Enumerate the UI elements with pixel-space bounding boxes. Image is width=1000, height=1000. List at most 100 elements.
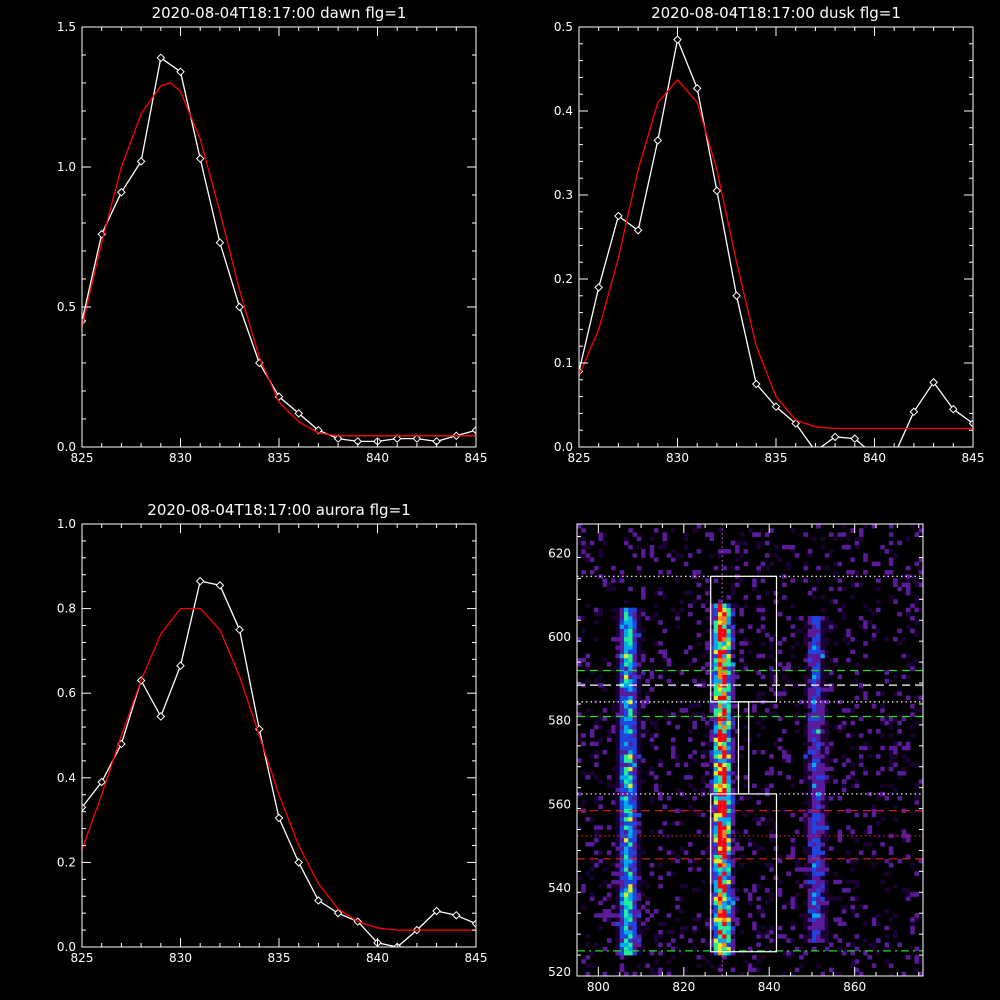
data-point: [673, 35, 682, 44]
data-point: [215, 581, 225, 590]
y-tick-label: 560: [548, 797, 571, 811]
data-point: [432, 906, 441, 916]
data-point: [909, 407, 919, 417]
observed-line: [82, 580, 476, 947]
x-tick-label: 840: [758, 980, 781, 994]
data-point: [156, 53, 166, 63]
data-point: [929, 378, 938, 387]
chart-title: 2020-08-04T18:17:00 dawn flg=1: [152, 4, 407, 22]
data-point: [235, 302, 244, 312]
data-point: [136, 157, 146, 166]
y-tick-label: 1.5: [57, 20, 76, 34]
chart-dusk: 825 830 835 840 845 0.0 0.1 0.2 0.3 0.4 0.5 2020-08…: [554, 4, 985, 465]
x-tick-label: 830: [169, 451, 192, 465]
heatmap-cells: [577, 524, 923, 976]
x-tick-label: 825: [568, 451, 591, 465]
data-point: [451, 910, 461, 920]
y-tick-label: 0.0: [57, 940, 76, 954]
x-tick-label: 840: [366, 451, 389, 465]
data-point: [850, 434, 860, 443]
data-point: [891, 452, 898, 459]
y-tick-label: 0.3: [554, 188, 573, 202]
x-tick-label: 840: [863, 451, 886, 465]
x-tick-label: 830: [169, 951, 192, 965]
y-tick-label: 0.4: [57, 771, 76, 785]
data-point: [692, 84, 702, 93]
y-tick-label: 0.2: [554, 272, 573, 286]
y-tick-label: 0.0: [57, 440, 76, 454]
axis-frame: [81, 26, 477, 448]
x-tick-label: 825: [71, 951, 94, 965]
data-point: [97, 777, 107, 787]
data-point: [948, 404, 958, 414]
x-tick-label: 845: [962, 451, 985, 465]
y-tick-label: 580: [548, 714, 571, 728]
data-point: [594, 283, 604, 292]
y-tick-label: 0.6: [57, 686, 76, 700]
x-tick-label: 835: [765, 451, 788, 465]
data-point: [314, 896, 323, 905]
y-tick-label: 0.5: [57, 300, 76, 314]
chart-aurora: 825 830 835 840 845 0.0 0.2 0.4 0.6 0.8 1.0 2020-08…: [57, 501, 488, 965]
data-point: [274, 813, 284, 823]
data-point: [815, 446, 816, 447]
data-point: [712, 186, 722, 196]
observed-line: [579, 38, 973, 447]
y-tick-label: 0.2: [57, 855, 76, 869]
data-point: [653, 136, 663, 145]
data-point: [791, 419, 801, 428]
data-point: [82, 803, 87, 812]
y-tick-label: 540: [548, 881, 571, 895]
x-tick-label: 835: [268, 951, 291, 965]
fit-line: [579, 79, 973, 430]
chart-title: 2020-08-04T18:17:00 dusk flg=1: [651, 4, 901, 22]
data-point: [751, 379, 761, 389]
fit-line: [82, 82, 476, 437]
data-point: [176, 661, 185, 671]
data-point: [294, 858, 304, 867]
x-tick-label: 845: [465, 951, 488, 965]
data-point: [471, 919, 476, 929]
data-point: [392, 434, 402, 443]
data-point: [471, 425, 476, 435]
axis-frame: [576, 523, 924, 977]
y-tick-label: 1.0: [57, 517, 76, 531]
data-point: [195, 154, 205, 163]
y-tick-label: 0.8: [57, 602, 76, 616]
y-tick-label: 520: [548, 965, 571, 979]
y-tick-label: 1.0: [57, 160, 76, 174]
data-point: [412, 434, 422, 443]
x-tick-label: 800: [587, 980, 610, 994]
x-tick-label: 845: [465, 451, 488, 465]
x-tick-label: 825: [71, 451, 94, 465]
x-tick-label: 840: [366, 951, 389, 965]
y-tick-label: 0.4: [554, 104, 573, 118]
y-tick-label: 600: [548, 630, 571, 644]
y-tick-label: 0.5: [554, 20, 573, 34]
data-point: [830, 432, 840, 442]
y-tick-label: 620: [548, 546, 571, 560]
x-tick-label: 835: [268, 451, 291, 465]
data-point: [176, 67, 185, 77]
data-point: [333, 434, 343, 443]
data-point: [235, 625, 244, 635]
data-point: [333, 908, 343, 918]
data-point: [314, 425, 323, 435]
data-point: [215, 238, 225, 247]
axis-frame: [81, 523, 477, 948]
fit-line: [82, 607, 476, 931]
data-point: [117, 187, 126, 197]
y-tick-label: 0.1: [554, 356, 573, 370]
data-point: [732, 291, 741, 301]
data-point: [968, 419, 973, 428]
x-tick-label: 860: [843, 980, 866, 994]
chart-title: 2020-08-04T18:17:00 aurora flg=1: [147, 501, 410, 519]
data-point: [633, 225, 643, 235]
chart-image: 800 820 840 860 520 540 560 580 600 620: [548, 523, 924, 994]
chart-dawn: 825 830 835 840 845 0.0 0.5 1.0 1.5 2020-08-04T18…: [57, 4, 488, 465]
region-box-2: [710, 793, 778, 953]
data-point: [156, 712, 166, 721]
x-tick-label: 830: [666, 451, 689, 465]
data-point: [614, 211, 623, 221]
